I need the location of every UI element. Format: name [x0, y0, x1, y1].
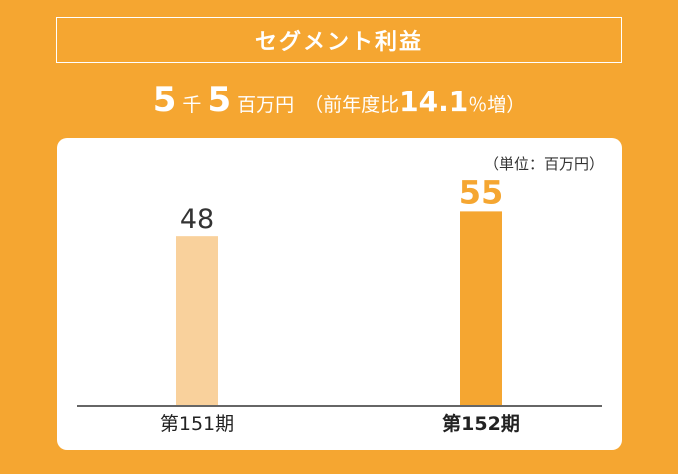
segment-title-box: セグメント利益 [56, 17, 622, 63]
headline-pct: 14.1 [399, 85, 469, 118]
chart-unit-label: （単位：百万円） [483, 155, 604, 173]
headline-unit: 百万円 [237, 94, 295, 116]
headline-num2: 5 [207, 80, 232, 120]
category-label-2: 第152期 [442, 412, 520, 435]
bar-2 [460, 211, 502, 406]
headline-num1: 5 [152, 80, 177, 120]
category-label-1: 第151期 [160, 413, 234, 435]
bar-chart: 48 第151期 55 第152期 [77, 173, 602, 435]
headline-prefix: （前年度比 [304, 94, 400, 116]
headline-figure: 5 千 5 百万円 （前年度比 14.1 ％増） [0, 80, 678, 124]
segment-title: セグメント利益 [254, 30, 423, 55]
chart-panel: （単位：百万円） 48 第151期 55 第152期 [57, 138, 622, 450]
bar-value-label-2: 55 [459, 173, 504, 211]
headline-sep: 千 [182, 94, 202, 116]
bar-1 [176, 236, 218, 406]
bar-value-label-1: 48 [180, 204, 214, 235]
headline-suffix: ％増） [468, 94, 526, 116]
